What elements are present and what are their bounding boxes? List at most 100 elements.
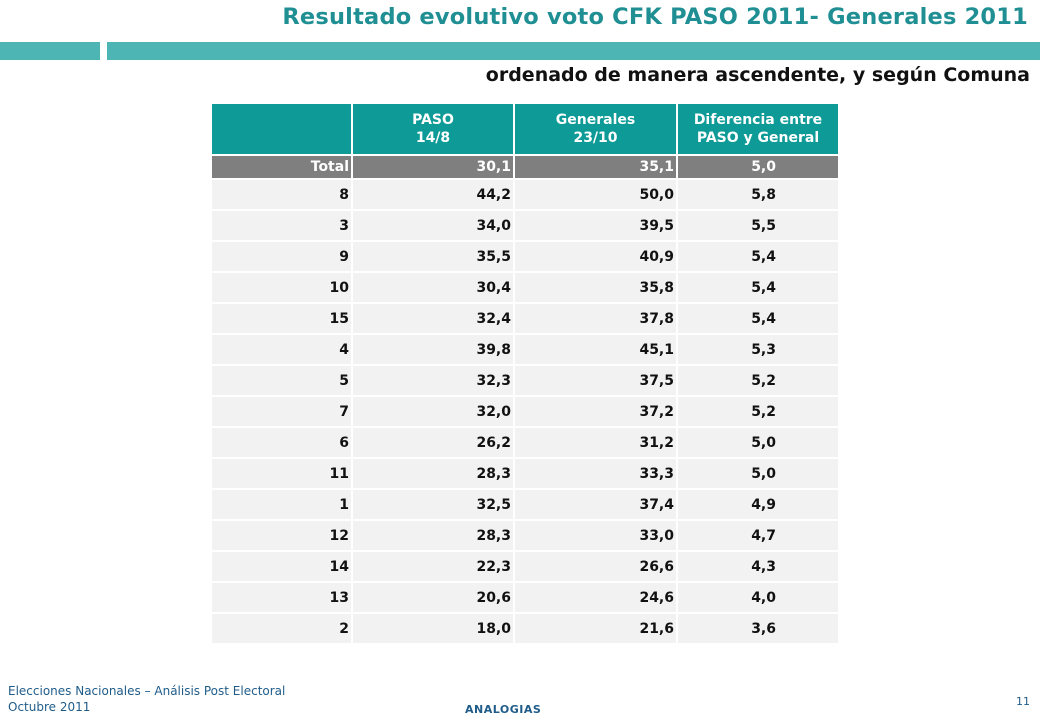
header-cell-diferencia: Diferencia entre PASO y General [676, 102, 840, 156]
paso-cell: 28,3 [351, 457, 515, 490]
total-label: Total [210, 154, 353, 180]
results-table: PASO 14/8 Generales 23/10 Diferencia ent… [210, 102, 840, 645]
footer-date-label: Octubre 2011 [8, 700, 91, 714]
table-row: 10 30,4 35,8 5,4 [210, 271, 840, 304]
paso-cell: 26,2 [351, 426, 515, 459]
paso-cell: 32,0 [351, 395, 515, 428]
table-row: 6 26,2 31,2 5,0 [210, 426, 840, 459]
header-accent-bar-left [0, 42, 100, 60]
total-generales: 35,1 [513, 154, 678, 180]
diferencia-cell: 4,0 [676, 581, 840, 614]
comuna-cell: 12 [210, 519, 353, 552]
header-cell-comuna [210, 102, 353, 156]
diferencia-cell: 5,0 [676, 426, 840, 459]
total-diferencia: 5,0 [676, 154, 840, 180]
header-generales-line1: Generales [555, 112, 636, 128]
generales-cell: 37,2 [513, 395, 678, 428]
table-total-row: Total 30,1 35,1 5,0 [210, 154, 840, 180]
comuna-cell: 11 [210, 457, 353, 490]
comuna-cell: 15 [210, 302, 353, 335]
paso-cell: 32,3 [351, 364, 515, 397]
header-cell-generales: Generales 23/10 [513, 102, 678, 156]
comuna-cell: 7 [210, 395, 353, 428]
comuna-cell: 9 [210, 240, 353, 273]
table-row: 2 18,0 21,6 3,6 [210, 612, 840, 645]
table-row: 5 32,3 37,5 5,2 [210, 364, 840, 397]
diferencia-cell: 3,6 [676, 612, 840, 645]
diferencia-cell: 5,2 [676, 364, 840, 397]
paso-cell: 34,0 [351, 209, 515, 242]
diferencia-cell: 4,3 [676, 550, 840, 583]
table-header-row: PASO 14/8 Generales 23/10 Diferencia ent… [210, 102, 840, 156]
diferencia-cell: 5,5 [676, 209, 840, 242]
diferencia-cell: 5,3 [676, 333, 840, 366]
header-paso-line1: PASO [412, 112, 454, 128]
table-row: 15 32,4 37,8 5,4 [210, 302, 840, 335]
comuna-cell: 8 [210, 178, 353, 211]
comuna-cell: 3 [210, 209, 353, 242]
table-row: 14 22,3 26,6 4,3 [210, 550, 840, 583]
paso-cell: 32,5 [351, 488, 515, 521]
page-subtitle: ordenado de manera ascendente, y según C… [485, 64, 1030, 86]
generales-cell: 45,1 [513, 333, 678, 366]
comuna-cell: 10 [210, 271, 353, 304]
comuna-cell: 5 [210, 364, 353, 397]
table-row: 11 28,3 33,3 5,0 [210, 457, 840, 490]
paso-cell: 30,4 [351, 271, 515, 304]
comuna-cell: 2 [210, 612, 353, 645]
comuna-cell: 13 [210, 581, 353, 614]
diferencia-cell: 5,0 [676, 457, 840, 490]
generales-cell: 26,6 [513, 550, 678, 583]
generales-cell: 40,9 [513, 240, 678, 273]
header-cell-paso: PASO 14/8 [351, 102, 515, 156]
table-row: 8 44,2 50,0 5,8 [210, 178, 840, 211]
diferencia-cell: 5,4 [676, 302, 840, 335]
generales-cell: 31,2 [513, 426, 678, 459]
footer-event-label: Elecciones Nacionales – Análisis Post El… [8, 684, 286, 698]
table-row: 7 32,0 37,2 5,2 [210, 395, 840, 428]
comuna-cell: 14 [210, 550, 353, 583]
table-row: 1 32,5 37,4 4,9 [210, 488, 840, 521]
paso-cell: 20,6 [351, 581, 515, 614]
diferencia-cell: 4,9 [676, 488, 840, 521]
paso-cell: 22,3 [351, 550, 515, 583]
generales-cell: 37,8 [513, 302, 678, 335]
header-accent-bar-right [107, 42, 1040, 60]
brand-logo-text: ANALOGIAS [465, 703, 542, 716]
header-diferencia-line2: PASO y General [696, 130, 820, 146]
generales-cell: 24,6 [513, 581, 678, 614]
paso-cell: 28,3 [351, 519, 515, 552]
generales-cell: 33,0 [513, 519, 678, 552]
table-row: 12 28,3 33,0 4,7 [210, 519, 840, 552]
generales-cell: 37,4 [513, 488, 678, 521]
diferencia-cell: 5,4 [676, 271, 840, 304]
page-number: 11 [1016, 695, 1030, 708]
comuna-cell: 4 [210, 333, 353, 366]
paso-cell: 35,5 [351, 240, 515, 273]
paso-cell: 32,4 [351, 302, 515, 335]
table-row: 4 39,8 45,1 5,3 [210, 333, 840, 366]
table-row: 3 34,0 39,5 5,5 [210, 209, 840, 242]
header-diferencia-line1: Diferencia entre [693, 112, 823, 128]
header-generales-line2: 23/10 [573, 130, 618, 146]
generales-cell: 37,5 [513, 364, 678, 397]
table-row: 13 20,6 24,6 4,0 [210, 581, 840, 614]
diferencia-cell: 5,4 [676, 240, 840, 273]
generales-cell: 39,5 [513, 209, 678, 242]
generales-cell: 35,8 [513, 271, 678, 304]
diferencia-cell: 5,2 [676, 395, 840, 428]
diferencia-cell: 4,7 [676, 519, 840, 552]
comuna-cell: 1 [210, 488, 353, 521]
generales-cell: 33,3 [513, 457, 678, 490]
generales-cell: 50,0 [513, 178, 678, 211]
paso-cell: 18,0 [351, 612, 515, 645]
total-paso: 30,1 [351, 154, 515, 180]
comuna-cell: 6 [210, 426, 353, 459]
table-row: 9 35,5 40,9 5,4 [210, 240, 840, 273]
paso-cell: 39,8 [351, 333, 515, 366]
generales-cell: 21,6 [513, 612, 678, 645]
diferencia-cell: 5,8 [676, 178, 840, 211]
paso-cell: 44,2 [351, 178, 515, 211]
header-paso-line2: 14/8 [415, 130, 451, 146]
page-title: Resultado evolutivo voto CFK PASO 2011- … [282, 4, 1028, 30]
